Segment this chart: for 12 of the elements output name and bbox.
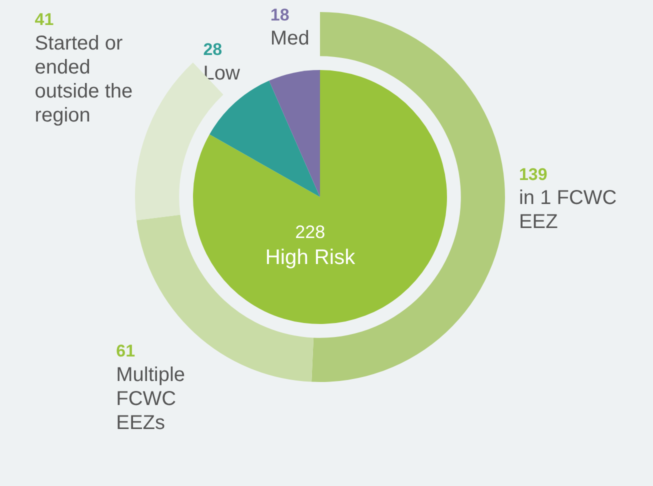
data-label: 28 [203, 40, 222, 60]
slice-label: in 1 FCWC EEZ [518, 187, 617, 234]
data-label: 18 [270, 5, 290, 24]
slice-label: Med [270, 28, 310, 50]
slice-label: High Risk [265, 246, 356, 270]
data-label: 228 [295, 222, 326, 242]
slice-label: Started or ended outside the region [34, 32, 133, 126]
data-label: 139 [518, 164, 548, 184]
data-label: 41 [34, 10, 54, 30]
data-label: 61 [116, 341, 136, 360]
slice-label: Low [203, 62, 240, 84]
slice-label: Multiple FCWC EEZs [116, 364, 186, 434]
